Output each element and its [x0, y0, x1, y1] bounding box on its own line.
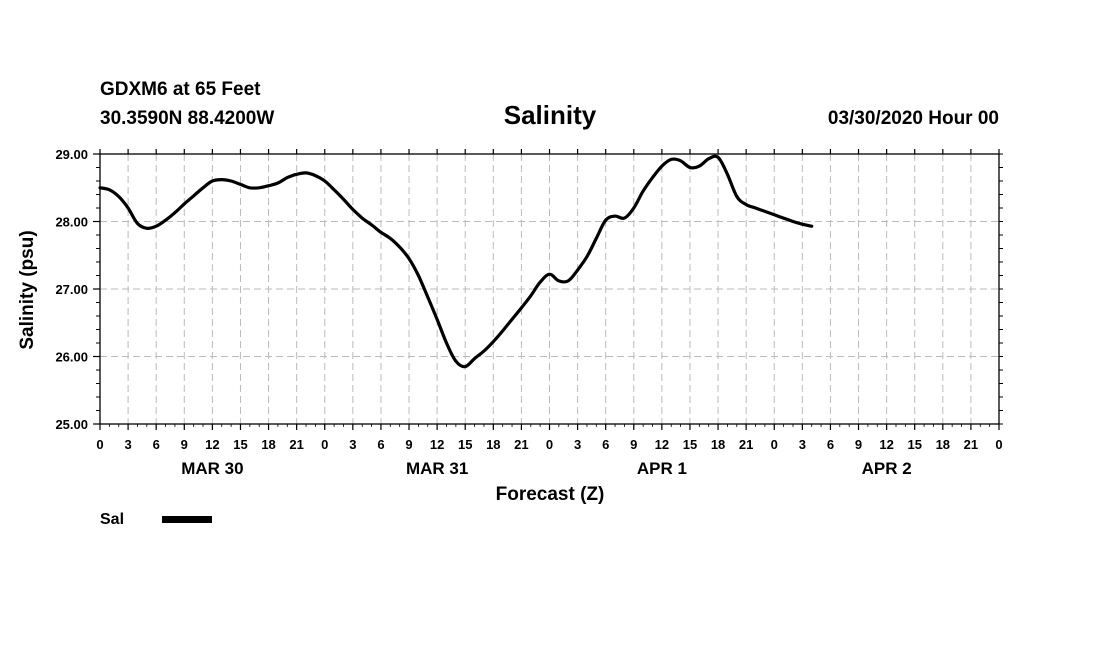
x-tick-label: 6	[827, 437, 834, 452]
grid	[100, 154, 999, 424]
x-axis-ticks: 0 3 6 9 12 15 18 21 0 3 6 9 12 15 18 21 0 3 6 9 12 15 18 21 0 3 6 9…	[96, 149, 1003, 452]
x-tick-label: 3	[124, 437, 131, 452]
station-coordinates: 30.3590N 88.4200W	[100, 108, 274, 129]
day-labels: MAR 30 MAR 31 APR 1 APR 2	[181, 459, 911, 478]
forecast-timestamp: 03/30/2020 Hour 00	[828, 108, 999, 129]
x-tick-label: 15	[907, 437, 921, 452]
x-tick-label: 21	[964, 437, 978, 452]
chart-title: Salinity	[504, 100, 597, 130]
x-tick-label: 21	[514, 437, 528, 452]
x-axis-label: Forecast (Z)	[496, 484, 605, 505]
x-tick-label: 6	[377, 437, 384, 452]
day-label: MAR 30	[181, 459, 243, 478]
x-tick-label: 0	[995, 437, 1002, 452]
x-tick-label: 6	[602, 437, 609, 452]
x-tick-label: 3	[349, 437, 356, 452]
x-tick-label: 18	[936, 437, 950, 452]
y-tick-label: 27.00	[55, 282, 88, 297]
x-tick-label: 12	[655, 437, 669, 452]
x-tick-label: 12	[879, 437, 893, 452]
x-tick-label: 6	[153, 437, 160, 452]
salinity-series-line	[98, 154, 814, 369]
x-tick-label: 15	[683, 437, 697, 452]
y-tick-label: 25.00	[55, 417, 88, 432]
x-tick-label: 21	[289, 437, 303, 452]
day-label: APR 2	[862, 459, 912, 478]
x-tick-label: 3	[574, 437, 581, 452]
y-tick-label: 26.00	[55, 350, 88, 365]
x-tick-label: 18	[261, 437, 275, 452]
station-name: GDXM6 at 65 Feet	[100, 79, 261, 100]
y-axis-ticks: 25.00 26.00 27.00 28.00 29.00	[55, 147, 1003, 432]
x-tick-label: 18	[711, 437, 725, 452]
y-axis-label: Salinity (psu)	[17, 230, 38, 349]
x-tick-label: 9	[181, 437, 188, 452]
legend-swatch	[162, 516, 212, 523]
x-tick-label: 0	[546, 437, 553, 452]
x-tick-label: 0	[321, 437, 328, 452]
x-tick-label: 0	[771, 437, 778, 452]
day-label: APR 1	[637, 459, 687, 478]
x-tick-label: 0	[96, 437, 103, 452]
x-tick-label: 12	[430, 437, 444, 452]
x-tick-label: 15	[233, 437, 247, 452]
x-tick-label: 18	[486, 437, 500, 452]
x-tick-label: 9	[630, 437, 637, 452]
x-tick-label: 15	[458, 437, 472, 452]
x-tick-label: 9	[405, 437, 412, 452]
day-label: MAR 31	[406, 459, 468, 478]
x-tick-label: 3	[799, 437, 806, 452]
legend-label: Sal	[100, 511, 124, 528]
x-tick-label: 21	[739, 437, 753, 452]
x-tick-label: 12	[205, 437, 219, 452]
y-tick-label: 28.00	[55, 215, 88, 230]
y-tick-label: 29.00	[55, 147, 88, 162]
x-tick-label: 9	[855, 437, 862, 452]
